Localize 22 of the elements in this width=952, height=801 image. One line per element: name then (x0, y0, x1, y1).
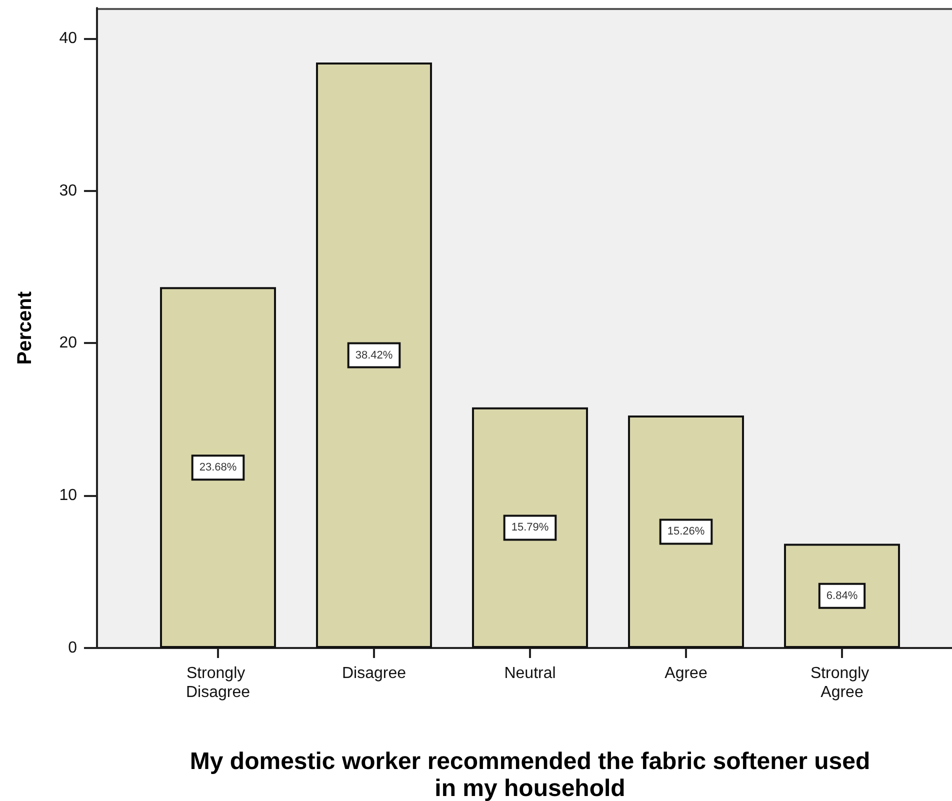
y-tick-label: 30 (59, 182, 78, 200)
x-axis-title: My domestic worker recommended the fabric softener used in my household (190, 748, 870, 801)
bar (472, 407, 588, 648)
data-label: 15.26% (667, 526, 705, 538)
x-tick-label: Disagree (342, 665, 406, 682)
y-tick-label: 10 (59, 487, 78, 504)
y-tick-label: 40 (59, 30, 78, 47)
x-tick-label: Neutral (504, 665, 556, 682)
bar (160, 287, 276, 648)
x-tick-label: Strongly Agree (810, 665, 874, 701)
data-label: 15.79% (511, 522, 549, 534)
y-tick-label: 0 (68, 640, 78, 656)
bar (784, 544, 900, 648)
y-tick-label: 20 (59, 334, 78, 352)
bar (316, 62, 432, 648)
bar (628, 415, 744, 648)
data-label: 38.42% (355, 349, 393, 362)
x-tick-label: Agree (664, 665, 708, 682)
data-label: 23.68% (199, 462, 237, 474)
x-tick-label: Strongly Disagree (186, 665, 250, 701)
data-label: 6.84% (826, 590, 858, 602)
y-axis-title: Percent (14, 290, 36, 365)
